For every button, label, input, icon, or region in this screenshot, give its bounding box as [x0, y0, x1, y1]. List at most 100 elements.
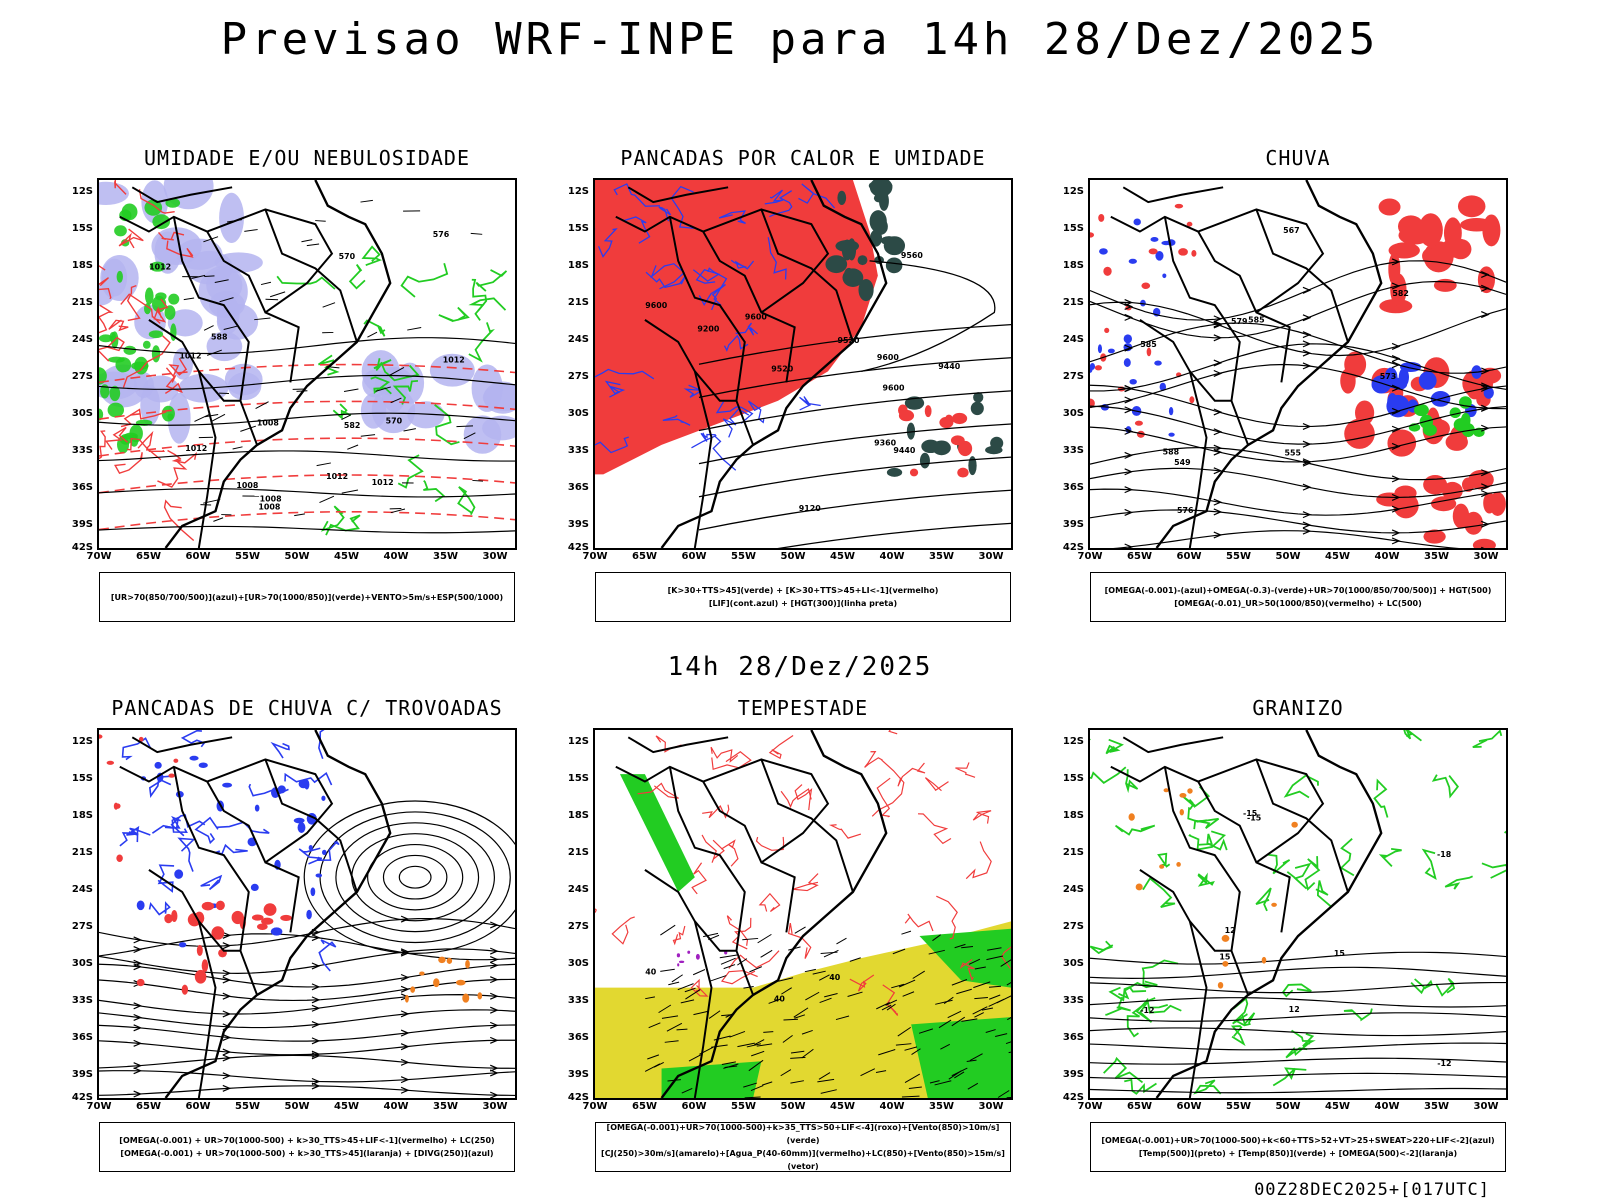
lon-tick: 65W — [136, 1101, 161, 1112]
lat-tick: 21S — [71, 847, 93, 858]
lon-tick: 30W — [1473, 551, 1499, 562]
latitude-axis: 12S 15S 18S 21S 24S 27S 30S 33S 36S 39S 42S — [563, 178, 591, 553]
lat-tick: 33S — [1062, 445, 1084, 456]
contour-label: 15 — [1219, 953, 1230, 962]
lon-tick: 55W — [731, 551, 756, 562]
lat-tick: 27S — [1062, 921, 1084, 932]
forecast-time: 14h 28/Dez/2025 — [667, 652, 933, 682]
lat-tick: 18S — [567, 260, 589, 271]
latitude-axis: 12S 15S 18S 21S 24S 27S 30S 33S 36S 39S 42S — [1058, 728, 1086, 1103]
contour-label: 9120 — [799, 504, 822, 513]
lon-tick: 60W — [1176, 551, 1202, 562]
lat-tick: 18S — [567, 810, 589, 821]
forecast-map: -12 -15 -12 -18 -15 12 15 15 12 — [1088, 728, 1508, 1100]
panel-legend: [UR>70(850/700/500)](azul)+[UR>70(1000/8… — [99, 572, 515, 622]
lat-tick: 15S — [71, 773, 93, 784]
lat-tick: 15S — [567, 773, 589, 784]
contour-label: 15 — [1334, 949, 1345, 958]
lat-tick: 30S — [1062, 408, 1084, 419]
lat-tick: 12S — [71, 736, 93, 747]
longitude-axis: 70W 65W 60W 55W 50W 45W 40W 35W 30W — [87, 1101, 517, 1115]
contour-label: 1012 — [372, 478, 394, 487]
lat-tick: 15S — [1062, 773, 1084, 784]
lat-tick: 39S — [567, 519, 589, 530]
contour-label: -15 — [1243, 809, 1257, 818]
contour-label: 570 — [339, 252, 356, 261]
lat-tick: 18S — [1062, 810, 1084, 821]
lon-tick: 65W — [136, 551, 161, 562]
lon-tick: 40W — [879, 1101, 905, 1112]
contour-label: 9360 — [874, 438, 897, 447]
forecast-map: 40 40 40 — [593, 728, 1013, 1100]
lat-tick: 30S — [71, 958, 93, 969]
contour-label: 567 — [1283, 226, 1300, 235]
contour-label: 555 — [1285, 448, 1302, 457]
lat-tick: 12S — [1062, 736, 1084, 747]
legend-line: [K>30+TTS>45](verde) + [K>30+TTS>45+LI<-… — [667, 586, 939, 595]
contour-label: 9600 — [645, 301, 668, 310]
contour-label: 1008 — [236, 481, 259, 490]
lon-tick: 45W — [334, 551, 359, 562]
lat-tick: 27S — [567, 921, 589, 932]
contour-label: 1008 — [258, 503, 281, 512]
lat-tick: 36S — [1062, 482, 1084, 493]
latitude-axis: 12S 15S 18S 21S 24S 27S 30S 33S 36S 39S 42S — [1058, 178, 1086, 553]
lat-tick: 36S — [71, 482, 93, 493]
lat-tick: 27S — [71, 371, 93, 382]
lon-tick: 60W — [1176, 1101, 1202, 1112]
contour-label: -12 — [1437, 1059, 1451, 1068]
lon-tick: 60W — [681, 1101, 707, 1112]
lon-tick: 55W — [731, 1101, 756, 1112]
panel-legend: [OMEGA(-0.001) + UR>70(1000-500) + k>30_… — [99, 1122, 515, 1172]
contour-label: 576 — [433, 230, 450, 239]
lat-tick: 24S — [567, 334, 589, 345]
lat-tick: 39S — [71, 1069, 93, 1080]
contour-label: 1008 — [257, 419, 280, 428]
lat-tick: 33S — [1062, 995, 1084, 1006]
lat-tick: 33S — [71, 445, 93, 456]
lat-tick: 36S — [1062, 1032, 1084, 1043]
lat-tick: 12S — [567, 186, 589, 197]
lat-tick: 39S — [71, 519, 93, 530]
lon-tick: 35W — [433, 1101, 458, 1112]
lon-tick: 45W — [1325, 1101, 1350, 1112]
contour-label: 9200 — [697, 324, 720, 333]
lat-tick: 18S — [71, 810, 93, 821]
lat-tick: 36S — [567, 1032, 589, 1043]
lat-tick: 36S — [71, 1032, 93, 1043]
lon-tick: 65W — [632, 1101, 657, 1112]
contour-label: 588 — [211, 333, 228, 342]
lon-tick: 30W — [482, 1101, 508, 1112]
lon-tick: 55W — [235, 551, 260, 562]
contour-label: 579 — [1231, 317, 1248, 326]
contour-label: -12 — [1140, 1006, 1154, 1015]
legend-line: [LIF](cont.azul) + [HGT(300)](linha pret… — [708, 599, 898, 608]
lon-tick: 30W — [978, 551, 1004, 562]
lon-tick: 35W — [1424, 1101, 1449, 1112]
lon-tick: 30W — [482, 551, 508, 562]
legend-line: [OMEGA(-0.01)_UR>50(1000/850)(vermelho) … — [1174, 599, 1422, 608]
contour-label: 585 — [1248, 315, 1265, 324]
lon-tick: 70W — [582, 551, 608, 562]
lat-tick: 42S — [567, 542, 589, 553]
panel-legend: [OMEGA(-0.001)+UR>70(1000-500)+k<60+TTS>… — [1090, 1122, 1506, 1172]
page-title: Previsao WRF-INPE para 14h 28/Dez/2025 — [220, 14, 1380, 65]
contour-label: -18 — [1437, 850, 1452, 859]
contour-label: 12 — [1289, 1005, 1300, 1014]
latitude-axis: 12S 15S 18S 21S 24S 27S 30S 33S 36S 39S 42S — [67, 728, 95, 1103]
panel-title: TEMPESTADE — [737, 696, 869, 720]
lon-tick: 45W — [1325, 551, 1350, 562]
forecast-map — [97, 728, 517, 1100]
lat-tick: 21S — [1062, 847, 1084, 858]
lat-tick: 12S — [71, 186, 93, 197]
longitude-axis: 70W 65W 60W 55W 50W 45W 40W 35W 30W — [1078, 1101, 1508, 1115]
lon-tick: 50W — [1275, 1101, 1301, 1112]
panel-title: GRANIZO — [1252, 696, 1344, 720]
lat-tick: 21S — [567, 847, 589, 858]
lat-tick: 39S — [1062, 519, 1084, 530]
lon-tick: 60W — [185, 1101, 211, 1112]
lat-tick: 15S — [567, 223, 589, 234]
contour-label: 9440 — [893, 446, 916, 455]
forecast-map: 9600 9600 9560 9600 9520 9600 9440 9520 9440 9360… — [593, 178, 1013, 550]
legend-line: [OMEGA(-0.001) + UR>70(1000-500) + k>30_… — [119, 1136, 495, 1145]
